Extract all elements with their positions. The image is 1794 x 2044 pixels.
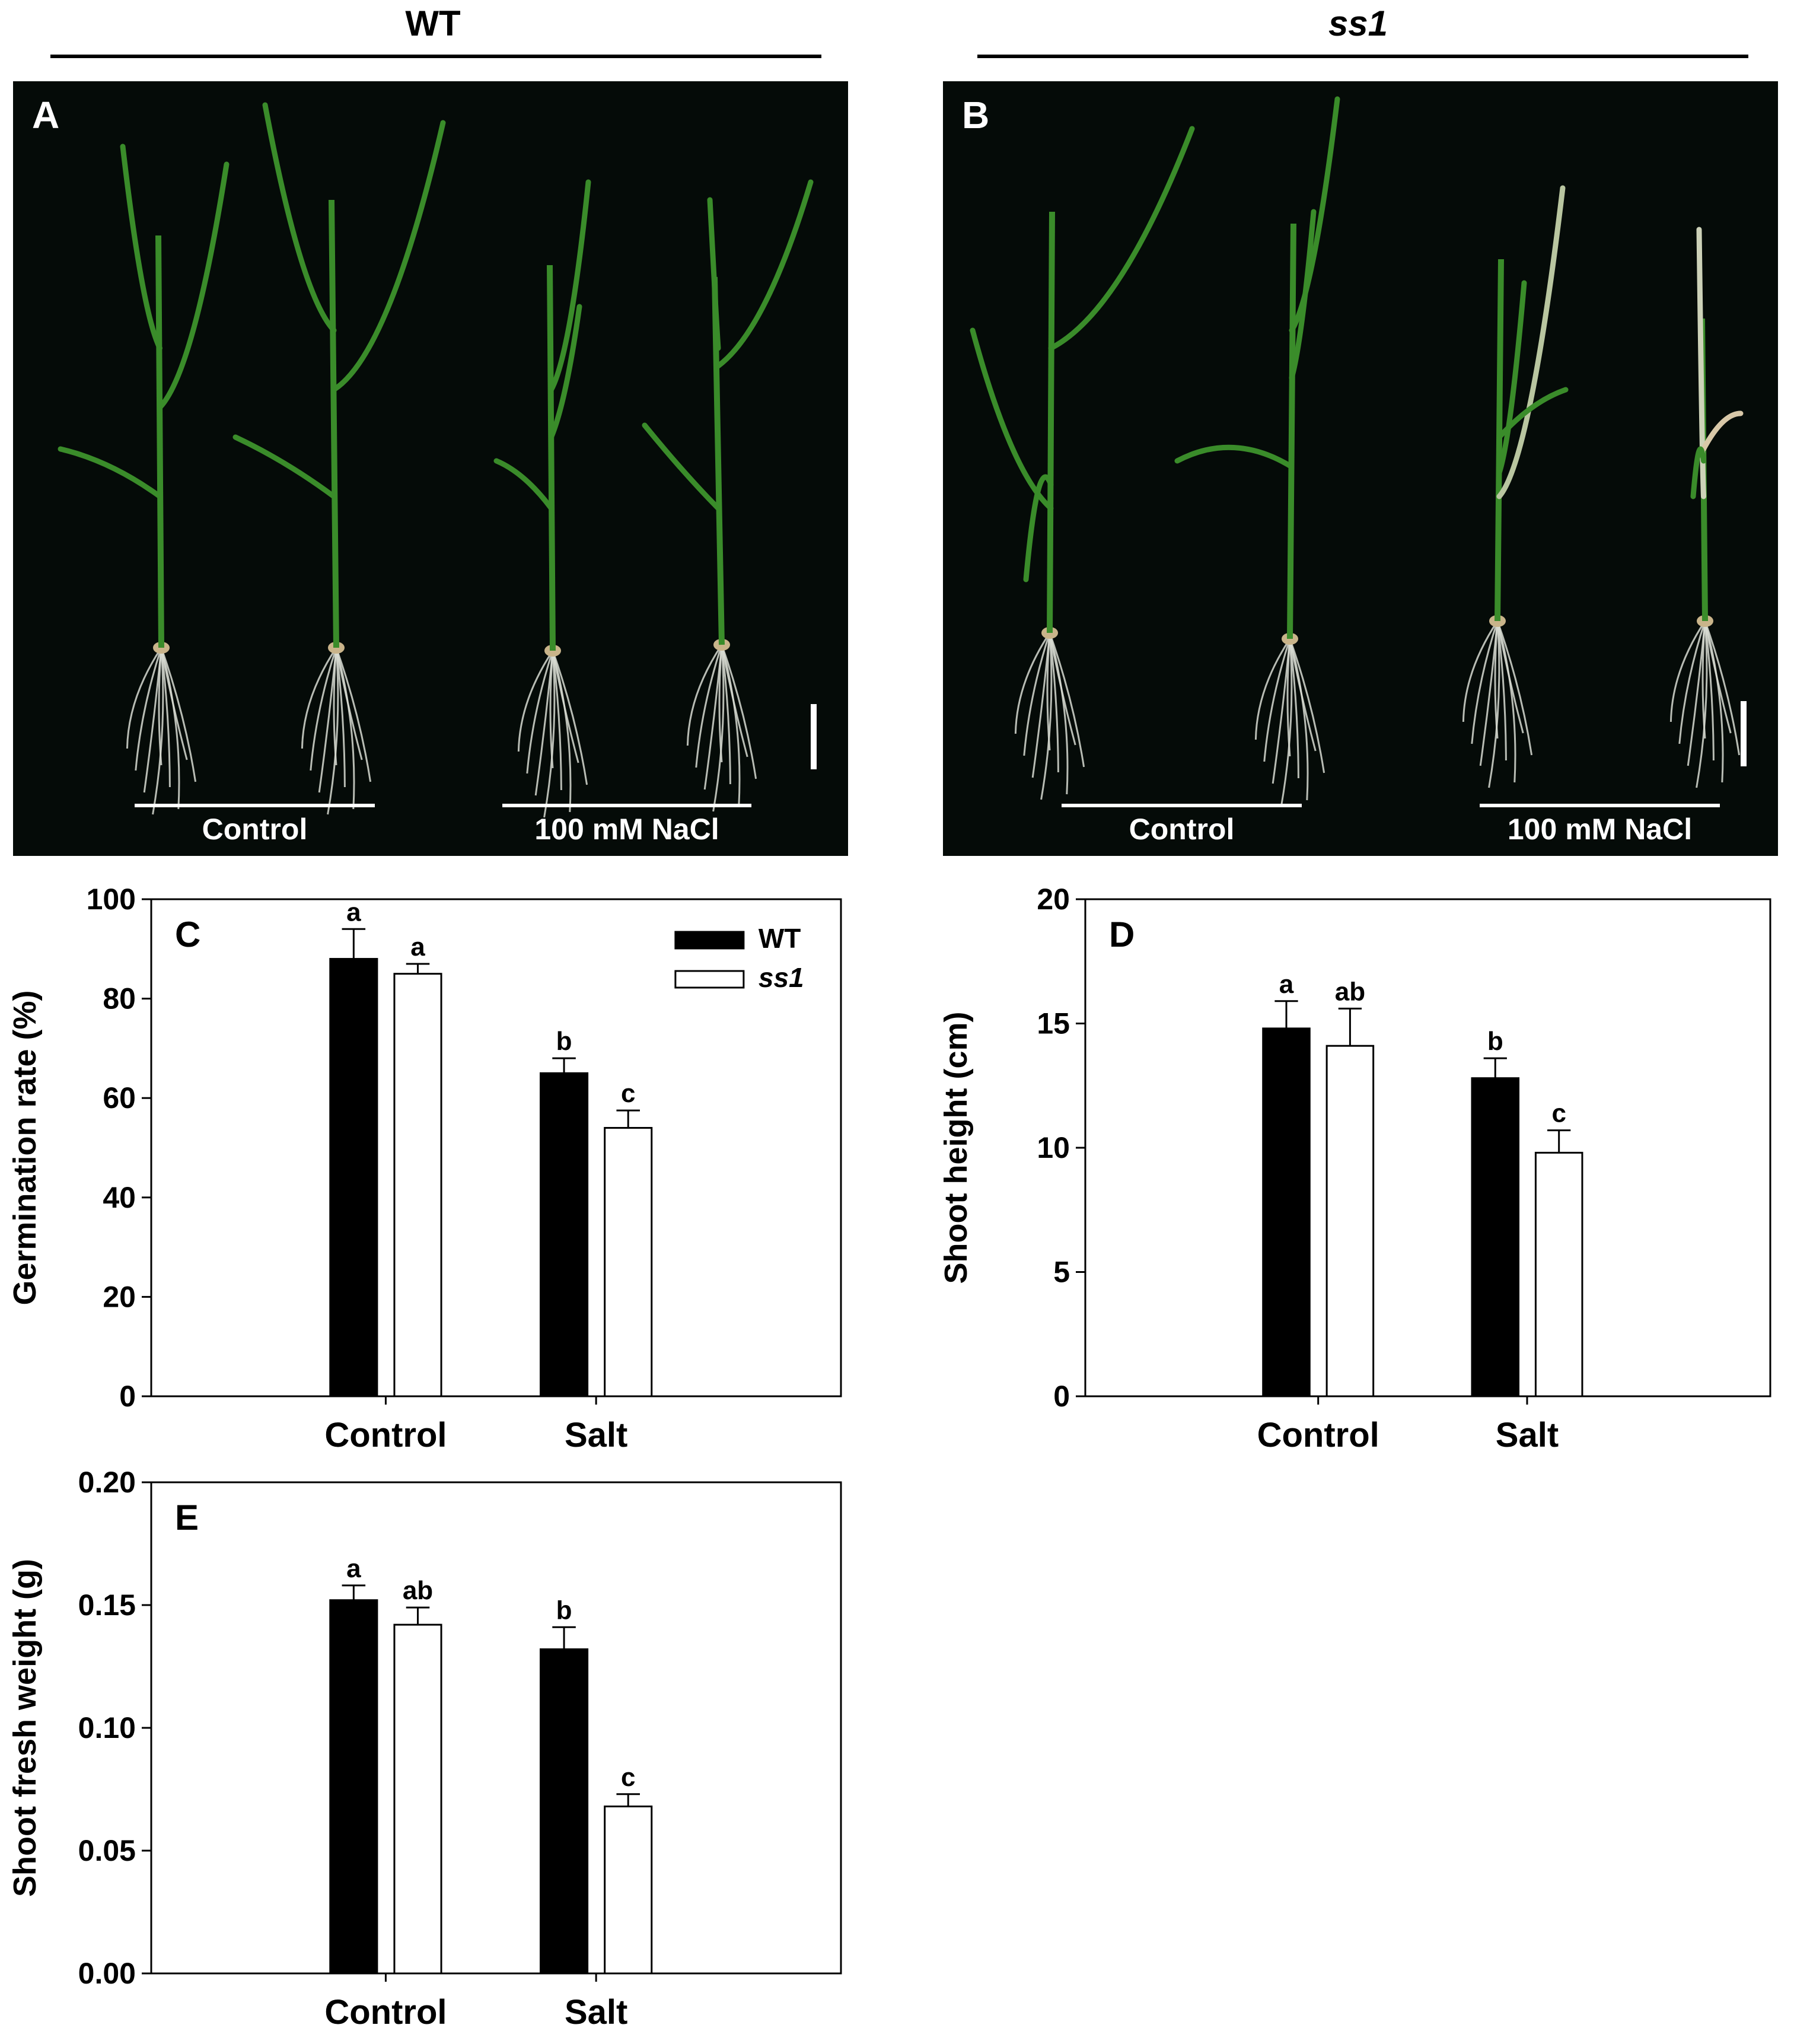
y-tick-label-1: 20: [103, 1280, 136, 1313]
bar-WT-0: [329, 958, 378, 1397]
sig-label-WT-0: a: [346, 897, 361, 927]
bar-WT-0: [329, 1599, 378, 1975]
bar-ss1-0: [1325, 1045, 1375, 1397]
legend-label-1: ss1: [759, 962, 804, 993]
sig-label-WT-0: a: [1279, 970, 1294, 999]
group-label-nacl-b: 100 mM NaCl: [1507, 813, 1693, 846]
y-axis-title: Shoot height (cm): [938, 1012, 974, 1284]
bar-ss1-0: [393, 1623, 442, 1975]
bar-WT-1: [540, 1072, 589, 1397]
y-tick-label-3: 60: [103, 1081, 136, 1115]
panel-letter-d: D: [1109, 915, 1135, 954]
photo-panel-b: B Control 100 mM NaCl: [943, 81, 1778, 856]
y-tick-label-4: 80: [103, 982, 136, 1015]
wt-group-rule: [50, 55, 821, 58]
ss1-group-title: ss1: [1328, 4, 1388, 43]
sig-label-ss1-1: c: [1551, 1099, 1566, 1128]
bar-WT-1: [1471, 1077, 1520, 1397]
y-tick-label-2: 40: [103, 1181, 136, 1214]
seedling-4: [642, 179, 814, 812]
sig-label-WT-1: b: [556, 1027, 572, 1056]
x-category-label-0: Control: [324, 1993, 447, 2032]
group-label-control-b: Control: [1129, 813, 1235, 846]
sig-label-WT-1: b: [1487, 1027, 1503, 1056]
sig-label-ss1-0: ab: [403, 1576, 433, 1605]
sig-label-ss1-1: c: [621, 1763, 635, 1792]
bar-ss1-1: [1534, 1151, 1583, 1397]
y-tick-label-2: 10: [1037, 1131, 1070, 1164]
plot-frame: [150, 898, 842, 1397]
bar-ss1-1: [604, 1126, 653, 1397]
scale-bar-a: [811, 704, 817, 769]
shoot-height-chart: 0 5 10 15 20 Shoot height (cm) D Control a ab Salt…: [938, 883, 1771, 1454]
x-category-label-1: Salt: [565, 1416, 627, 1454]
chart-panel-e: 0.00 0.05 0.10 0.15 0.20 Shoot fresh weight (…: [0, 1456, 860, 2043]
seedling-3: [493, 179, 591, 818]
panel-letter-e: E: [175, 1498, 199, 1537]
y-axis-title: Germination rate (%): [7, 990, 43, 1305]
seedling-3: [1462, 185, 1569, 788]
y-axis-title: Shoot fresh weight (g): [7, 1559, 43, 1897]
group-line-control-b: [1062, 804, 1302, 807]
chart-panel-d: 0 5 10 15 20 Shoot height (cm) D Control a ab Salt…: [937, 878, 1794, 1459]
bar-WT-0: [1262, 1027, 1311, 1397]
y-tick-label-1: 5: [1053, 1256, 1070, 1289]
sig-label-ss1-1: c: [621, 1079, 635, 1108]
photo-panel-a: A Control 100 mM NaCl: [13, 81, 848, 856]
plot-frame: [150, 1481, 842, 1975]
seedling-2: [232, 102, 446, 815]
y-tick-label-0: 0: [119, 1380, 136, 1413]
seedling-1: [970, 126, 1195, 800]
y-tick-label-3: 0.15: [78, 1588, 136, 1622]
germination-rate-chart: 0 20 40 60 80 100 Germination rate (%) C Control…: [7, 883, 842, 1454]
group-label-nacl-a: 100 mM NaCl: [534, 813, 719, 846]
shoot-fresh-weight-chart: 0.00 0.05 0.10 0.15 0.20 Shoot fresh weight (…: [7, 1466, 842, 2032]
scale-bar-b: [1741, 701, 1747, 766]
sig-label-ss1-0: ab: [1335, 977, 1365, 1006]
plot-frame: [1084, 898, 1771, 1397]
seedlings-drawing-a: [58, 102, 814, 818]
panel-letter-a: A: [32, 94, 60, 136]
y-tick-label-0: 0: [1053, 1380, 1070, 1413]
legend-swatch-0: [674, 931, 745, 950]
y-tick-label-1: 0.05: [78, 1834, 136, 1867]
y-tick-label-2: 0.10: [78, 1711, 136, 1744]
seedling-4: [1669, 227, 1744, 788]
panel-letter-b: B: [962, 94, 990, 136]
y-tick-label-4: 0.20: [78, 1466, 136, 1499]
y-tick-label-4: 20: [1037, 883, 1070, 916]
y-tick-label-5: 100: [87, 883, 136, 916]
legend-swatch-1: [674, 970, 745, 989]
seedling-1: [58, 144, 230, 815]
group-label-control-a: Control: [202, 813, 308, 846]
x-category-label-1: Salt: [1496, 1416, 1559, 1454]
ss1-group-rule: [977, 55, 1748, 58]
chart-panel-c: 0 20 40 60 80 100 Germination rate (%) C Control…: [0, 878, 860, 1459]
wt-group-title: WT: [405, 4, 461, 43]
bar-WT-1: [540, 1648, 589, 1975]
seedlings-drawing-b: [970, 96, 1744, 806]
bar-ss1-0: [393, 973, 442, 1397]
group-line-nacl-a: [502, 804, 751, 807]
panel-letter-c: C: [175, 915, 200, 954]
sig-label-ss1-0: a: [410, 932, 425, 961]
y-tick-label-3: 15: [1037, 1007, 1070, 1040]
x-category-label-0: Control: [1257, 1416, 1379, 1454]
seedling-2: [1174, 96, 1340, 806]
group-line-control-a: [135, 804, 375, 807]
x-category-label-1: Salt: [565, 1993, 627, 2032]
bar-ss1-1: [604, 1805, 653, 1975]
x-category-label-0: Control: [324, 1416, 447, 1454]
legend-label-0: WT: [759, 923, 801, 954]
sig-label-WT-0: a: [346, 1554, 361, 1583]
y-tick-label-0: 0.00: [78, 1957, 136, 1990]
sig-label-WT-1: b: [556, 1596, 572, 1625]
group-line-nacl-b: [1480, 804, 1720, 807]
